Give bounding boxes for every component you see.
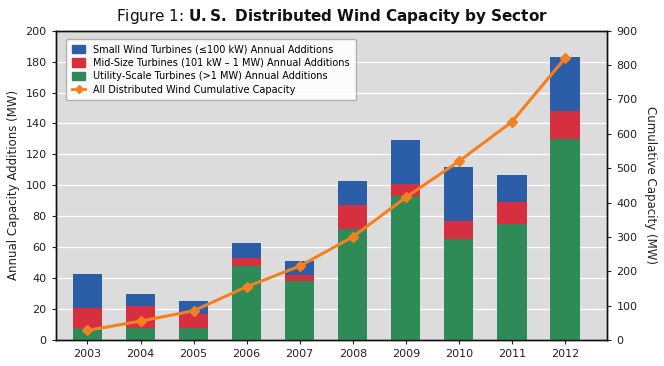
Title: Figure 1: $\mathbf{U.S.\ Distributed\ Wind\ Capacity\ by\ Sector}$: Figure 1: $\mathbf{U.S.\ Distributed\ Wi… [116, 7, 548, 26]
Legend: Small Wind Turbines (≤100 kW) Annual Additions, Mid-Size Turbines (101 kW – 1 MW: Small Wind Turbines (≤100 kW) Annual Add… [66, 39, 356, 101]
Y-axis label: Annual Capacity Additions (MW): Annual Capacity Additions (MW) [7, 90, 20, 280]
Bar [179, 301, 208, 314]
Bar [73, 307, 102, 328]
Bar [444, 167, 473, 221]
Bar [391, 196, 420, 340]
Bar [497, 175, 527, 202]
Bar [550, 139, 580, 340]
Bar [391, 141, 420, 184]
Bar [338, 229, 367, 340]
Bar [126, 294, 155, 306]
Bar [232, 266, 261, 340]
Bar [232, 258, 261, 266]
Bar [73, 273, 102, 307]
Bar [179, 314, 208, 328]
Bar [550, 111, 580, 139]
Bar [444, 221, 473, 239]
Bar [232, 243, 261, 258]
Bar [285, 261, 314, 275]
Y-axis label: Cumulative Capacity (MW): Cumulative Capacity (MW) [644, 107, 657, 264]
Bar [285, 281, 314, 340]
Bar [338, 181, 367, 205]
Bar [391, 184, 420, 196]
Bar [126, 328, 155, 340]
Bar [497, 224, 527, 340]
Bar [285, 275, 314, 281]
Bar [73, 328, 102, 340]
Bar [126, 306, 155, 328]
Bar [550, 57, 580, 111]
Bar [338, 205, 367, 229]
Bar [444, 239, 473, 340]
Bar [179, 328, 208, 340]
Bar [497, 202, 527, 224]
